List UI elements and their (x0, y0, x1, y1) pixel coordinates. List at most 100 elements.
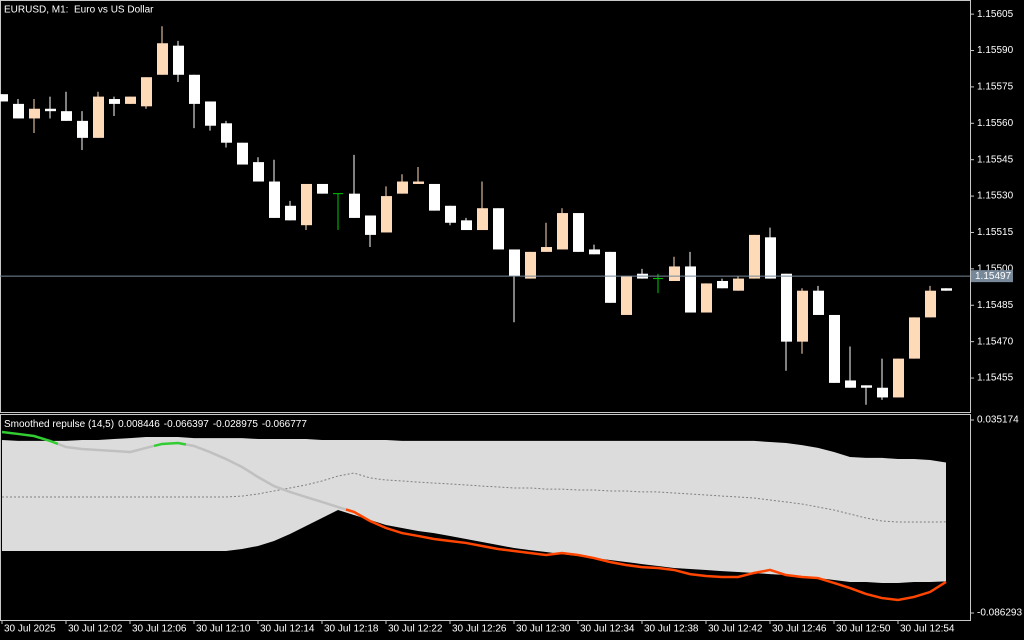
candle-body (477, 208, 488, 231)
candle-body (605, 251, 616, 303)
candle-body (0, 94, 8, 102)
indicator-line (185, 443, 347, 511)
candle-body (589, 249, 600, 255)
candle-body (237, 142, 248, 165)
candle-body (141, 77, 152, 107)
x-tick-label: 30 Jul 12:50 (836, 624, 891, 635)
y-tick-label: 1.15455 (977, 373, 1014, 384)
candle-body (93, 96, 104, 138)
current-price-box (971, 270, 1013, 283)
candle-body (205, 101, 216, 126)
y-tick-label: 1.15545 (977, 154, 1014, 165)
chart-title: EURUSD, M1: Euro vs US Dollar (4, 5, 154, 16)
y-tick-label: 1.15470 (977, 336, 1014, 347)
indicator-line (153, 441, 187, 448)
candle-body (109, 99, 120, 104)
candle-body (525, 251, 536, 279)
y-tick-label: 1.15500 (977, 264, 1014, 275)
y-tick-label: 1.15530 (977, 191, 1014, 202)
signal-line (2, 472, 947, 523)
candle-body (733, 278, 744, 291)
candle-body (221, 123, 232, 143)
candle-body (285, 205, 296, 221)
candle-body (717, 280, 728, 289)
x-tick-label: 30 Jul 12:26 (452, 624, 507, 635)
candle-body (493, 208, 504, 250)
candle-body (765, 237, 776, 279)
candle-body (557, 213, 568, 250)
current-price-label: 1.15497 (975, 271, 1012, 282)
candle-body (189, 74, 200, 104)
candle-body (701, 283, 712, 313)
indicator-title: Smoothed repulse (14,5) (4, 419, 114, 430)
x-tick-label: 30 Jul 12:06 (132, 624, 187, 635)
indicator-plot (1, 430, 947, 602)
x-tick-label: 30 Jul 12:42 (708, 624, 763, 635)
candle-body (509, 249, 520, 277)
candle-body (845, 380, 856, 388)
indicator-line (345, 508, 947, 602)
y-tick-label: 1.15515 (977, 227, 1014, 238)
y-tick-label: 1.15590 (977, 45, 1014, 56)
candle-body (381, 196, 392, 233)
y-tick-label: 1.15575 (977, 82, 1014, 93)
candle-body (365, 215, 376, 235)
band-fill (2, 436, 946, 583)
candle-body (813, 290, 824, 315)
candle-body (13, 103, 24, 119)
x-tick-label: 30 Jul 12:54 (900, 624, 955, 635)
candle-body (573, 213, 584, 252)
price-plot (0, 26, 970, 405)
x-tick-label: 30 Jul 12:30 (516, 624, 571, 635)
candle-body (829, 314, 840, 383)
candle-body (29, 108, 40, 119)
candle-body (893, 358, 904, 398)
candle-body (685, 266, 696, 313)
indicator-value: -0.066777 (262, 419, 307, 430)
candle-body (45, 108, 56, 112)
indicator-value: -0.066397 (164, 419, 209, 430)
candle-body (397, 181, 408, 194)
y-tick-label: 1.15605 (977, 9, 1014, 20)
x-tick-label: 30 Jul 12:18 (324, 624, 379, 635)
x-tick-label: 30 Jul 12:02 (68, 624, 123, 635)
x-tick-label: 30 Jul 2025 (4, 624, 56, 635)
candle-body (253, 162, 264, 182)
candle-body (541, 247, 552, 252)
candle-body (941, 288, 952, 291)
indicator-line (1, 430, 59, 446)
candle-body (429, 183, 440, 211)
candle-body (797, 290, 808, 342)
x-tick-label: 30 Jul 12:22 (388, 624, 443, 635)
x-tick-label: 30 Jul 12:46 (772, 624, 827, 635)
indicator-pane-frame (0, 414, 971, 621)
axes: 1.15605 1.15590 1.15575 1.15560 1.15545 1.155… (1, 9, 1022, 635)
candle-body (749, 234, 760, 279)
candle-body (445, 205, 456, 223)
indicator-value: 0.008446 (118, 419, 160, 430)
candle-body (861, 385, 872, 388)
y-tick-label: -0.086293 (977, 608, 1022, 619)
candle-body (461, 220, 472, 231)
y-tick-label: 1.15560 (977, 118, 1014, 129)
candle-body (173, 45, 184, 75)
candle-body (877, 387, 888, 398)
candle-body (909, 317, 920, 359)
candle-body (125, 96, 136, 104)
candle-body (77, 120, 88, 138)
indicator-header: Smoothed repulse (14,5) 0.008446 -0.066397… (4, 419, 307, 430)
candle-body (317, 183, 328, 194)
x-tick-label: 30 Jul 12:34 (580, 624, 635, 635)
candle-body (669, 266, 680, 281)
candle-body (349, 193, 360, 218)
main-pane-frame (0, 0, 971, 413)
candle-body (61, 111, 72, 121)
candle-body (269, 181, 280, 218)
y-tick-label: 1.15485 (977, 300, 1014, 311)
x-tick-label: 30 Jul 12:10 (196, 624, 251, 635)
y-tick-label: 0.035174 (977, 415, 1019, 426)
candle-body (301, 183, 312, 226)
candle-body (925, 290, 936, 318)
x-tick-label: 30 Jul 12:38 (644, 624, 699, 635)
